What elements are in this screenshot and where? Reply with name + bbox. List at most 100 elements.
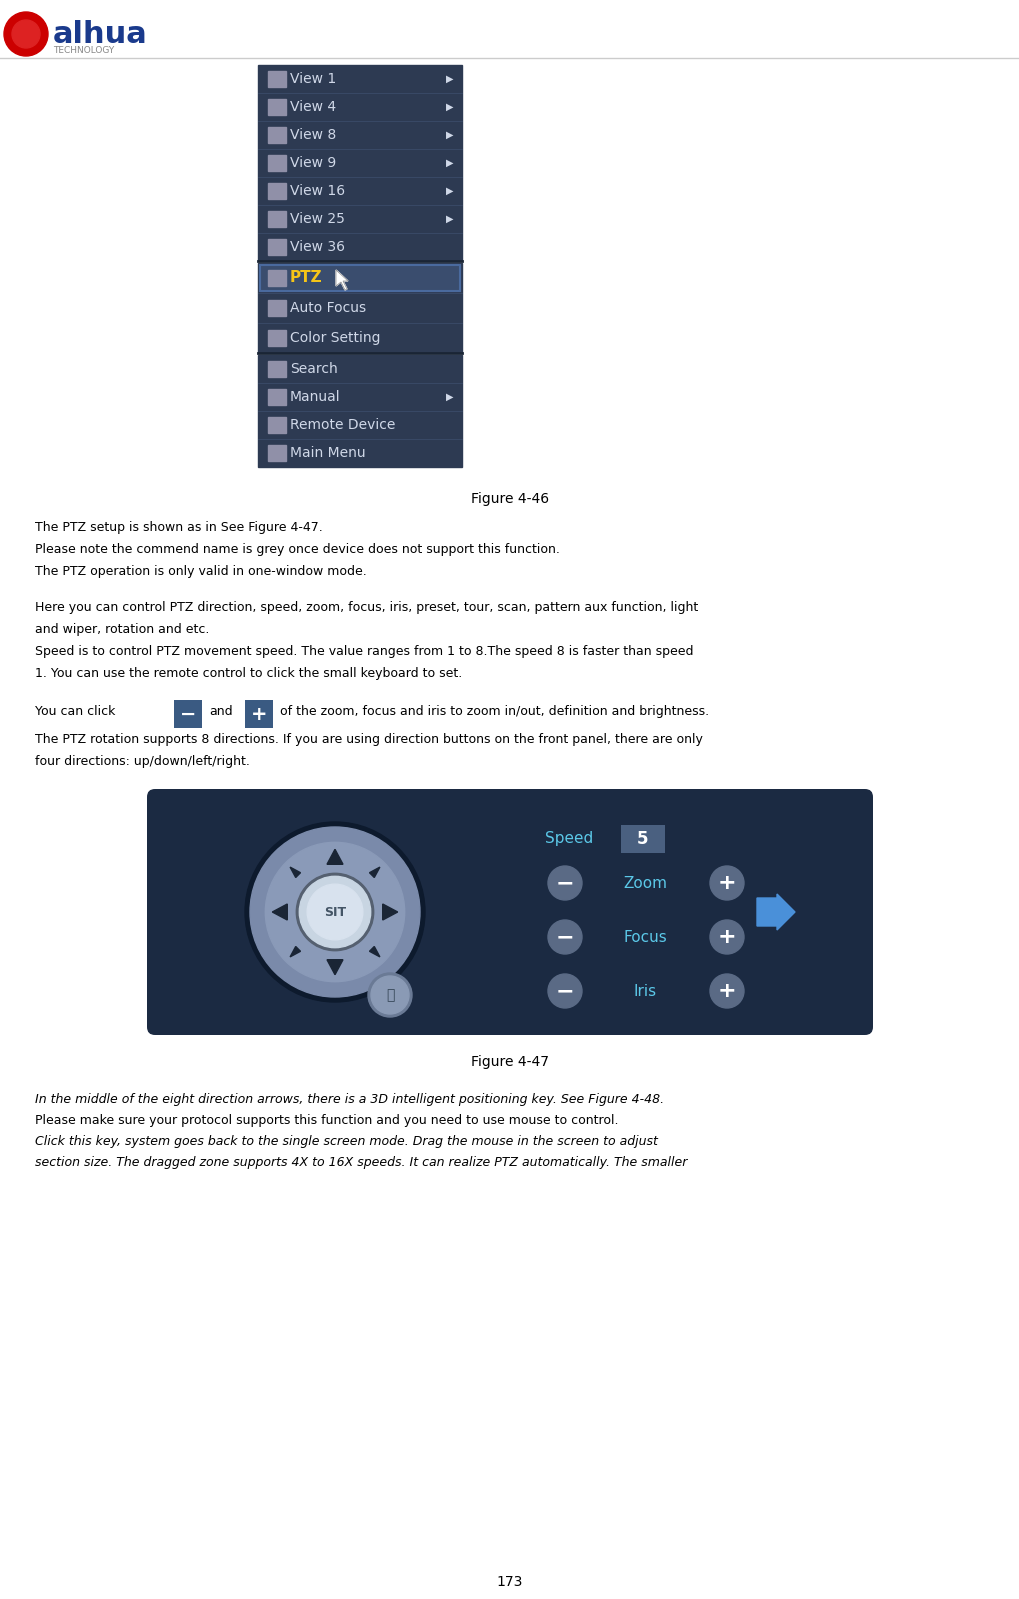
Text: You can click: You can click: [35, 705, 115, 718]
Text: −: −: [555, 982, 574, 1001]
Polygon shape: [327, 849, 342, 865]
Bar: [268, 329, 285, 345]
Text: −: −: [179, 705, 196, 723]
Text: View 4: View 4: [289, 101, 336, 114]
Polygon shape: [289, 867, 301, 878]
Text: +: +: [717, 873, 736, 892]
Circle shape: [709, 974, 743, 1007]
Polygon shape: [327, 959, 342, 975]
Text: Figure 4-47: Figure 4-47: [471, 1055, 548, 1070]
Text: View 16: View 16: [289, 184, 344, 198]
Circle shape: [296, 873, 373, 951]
Circle shape: [12, 21, 40, 48]
Text: Please make sure your protocol supports this function and you need to use mouse : Please make sure your protocol supports …: [35, 1115, 618, 1127]
Text: 5: 5: [637, 830, 648, 847]
Bar: [268, 270, 285, 286]
Bar: [260, 265, 460, 291]
Text: Figure 4-46: Figure 4-46: [471, 492, 548, 505]
Text: Auto Focus: Auto Focus: [289, 301, 366, 315]
Text: The PTZ operation is only valid in one-window mode.: The PTZ operation is only valid in one-w…: [35, 564, 367, 577]
Circle shape: [4, 13, 48, 56]
Bar: [268, 238, 285, 254]
Text: View 9: View 9: [289, 157, 336, 169]
Circle shape: [250, 827, 420, 998]
Circle shape: [547, 974, 582, 1007]
Text: View 1: View 1: [289, 72, 336, 86]
Text: 1. You can use the remote control to click the small keyboard to set.: 1. You can use the remote control to cli…: [35, 667, 462, 680]
Text: Speed is to control PTZ movement speed. The value ranges from 1 to 8.The speed 8: Speed is to control PTZ movement speed. …: [35, 644, 693, 659]
Text: four directions: up/down/left/right.: four directions: up/down/left/right.: [35, 755, 250, 768]
Text: ▶: ▶: [446, 158, 453, 168]
Text: Main Menu: Main Menu: [289, 446, 365, 461]
Text: +: +: [251, 705, 267, 723]
Text: Speed: Speed: [544, 831, 593, 846]
Text: The PTZ setup is shown as in See Figure 4-47.: The PTZ setup is shown as in See Figure …: [35, 521, 322, 534]
Circle shape: [709, 867, 743, 900]
Text: ▶: ▶: [446, 102, 453, 112]
Text: Manual: Manual: [289, 390, 340, 405]
Text: ▶: ▶: [446, 392, 453, 401]
FancyArrow shape: [756, 894, 794, 931]
Text: 🖱: 🖱: [385, 988, 393, 1003]
Text: Zoom: Zoom: [623, 876, 666, 891]
Text: of the zoom, focus and iris to zoom in/out, definition and brightness.: of the zoom, focus and iris to zoom in/o…: [280, 705, 708, 718]
Text: View 25: View 25: [289, 213, 344, 225]
Text: In the middle of the eight direction arrows, there is a 3D intelligent positioni: In the middle of the eight direction arr…: [35, 1094, 663, 1107]
Circle shape: [245, 822, 425, 1003]
Polygon shape: [382, 903, 397, 919]
Text: Click this key, system goes back to the single screen mode. Drag the mouse in th: Click this key, system goes back to the …: [35, 1135, 657, 1148]
Text: ▶: ▶: [446, 130, 453, 141]
Text: Iris: Iris: [633, 983, 656, 998]
Bar: [258, 355, 462, 467]
Text: View 36: View 36: [289, 240, 344, 254]
Bar: [268, 361, 285, 377]
Polygon shape: [289, 947, 301, 956]
Bar: [268, 70, 285, 86]
FancyBboxPatch shape: [174, 700, 202, 728]
Text: +: +: [717, 982, 736, 1001]
Text: ▶: ▶: [446, 214, 453, 224]
Text: Focus: Focus: [623, 929, 666, 945]
Circle shape: [299, 876, 370, 948]
Text: Search: Search: [289, 361, 337, 376]
Bar: [268, 301, 285, 317]
Polygon shape: [369, 867, 379, 878]
Bar: [258, 66, 462, 261]
Text: +: +: [717, 927, 736, 947]
Text: Please note the commend name is grey once device does not support this function.: Please note the commend name is grey onc…: [35, 544, 559, 556]
Bar: [260, 265, 460, 291]
Text: ▶: ▶: [446, 74, 453, 85]
Circle shape: [368, 974, 412, 1017]
Polygon shape: [272, 903, 287, 919]
Text: and: and: [209, 705, 232, 718]
FancyBboxPatch shape: [621, 825, 664, 852]
Circle shape: [709, 919, 743, 955]
Text: TECHNOLOGY: TECHNOLOGY: [53, 46, 114, 54]
Text: ▶: ▶: [446, 185, 453, 197]
Text: Color Setting: Color Setting: [289, 331, 380, 345]
Polygon shape: [335, 270, 347, 289]
Bar: [268, 211, 285, 227]
Bar: [268, 126, 285, 142]
Text: 173: 173: [496, 1575, 523, 1589]
Text: The PTZ rotation supports 8 directions. If you are using direction buttons on th: The PTZ rotation supports 8 directions. …: [35, 732, 702, 747]
Bar: [268, 99, 285, 115]
Bar: [258, 262, 462, 353]
Circle shape: [547, 867, 582, 900]
Circle shape: [307, 884, 363, 940]
FancyBboxPatch shape: [147, 788, 872, 1035]
FancyBboxPatch shape: [245, 700, 273, 728]
Bar: [268, 389, 285, 405]
Bar: [268, 155, 285, 171]
Bar: [268, 182, 285, 198]
Text: section size. The dragged zone supports 4X to 16X speeds. It can realize PTZ aut: section size. The dragged zone supports …: [35, 1156, 687, 1169]
Circle shape: [265, 843, 405, 982]
Circle shape: [547, 919, 582, 955]
Text: Remote Device: Remote Device: [289, 417, 395, 432]
Text: alhua: alhua: [53, 21, 148, 50]
Bar: [268, 445, 285, 461]
Circle shape: [371, 975, 409, 1014]
Text: and wiper, rotation and etc.: and wiper, rotation and etc.: [35, 624, 209, 636]
Polygon shape: [369, 947, 379, 956]
Text: View 8: View 8: [289, 128, 336, 142]
